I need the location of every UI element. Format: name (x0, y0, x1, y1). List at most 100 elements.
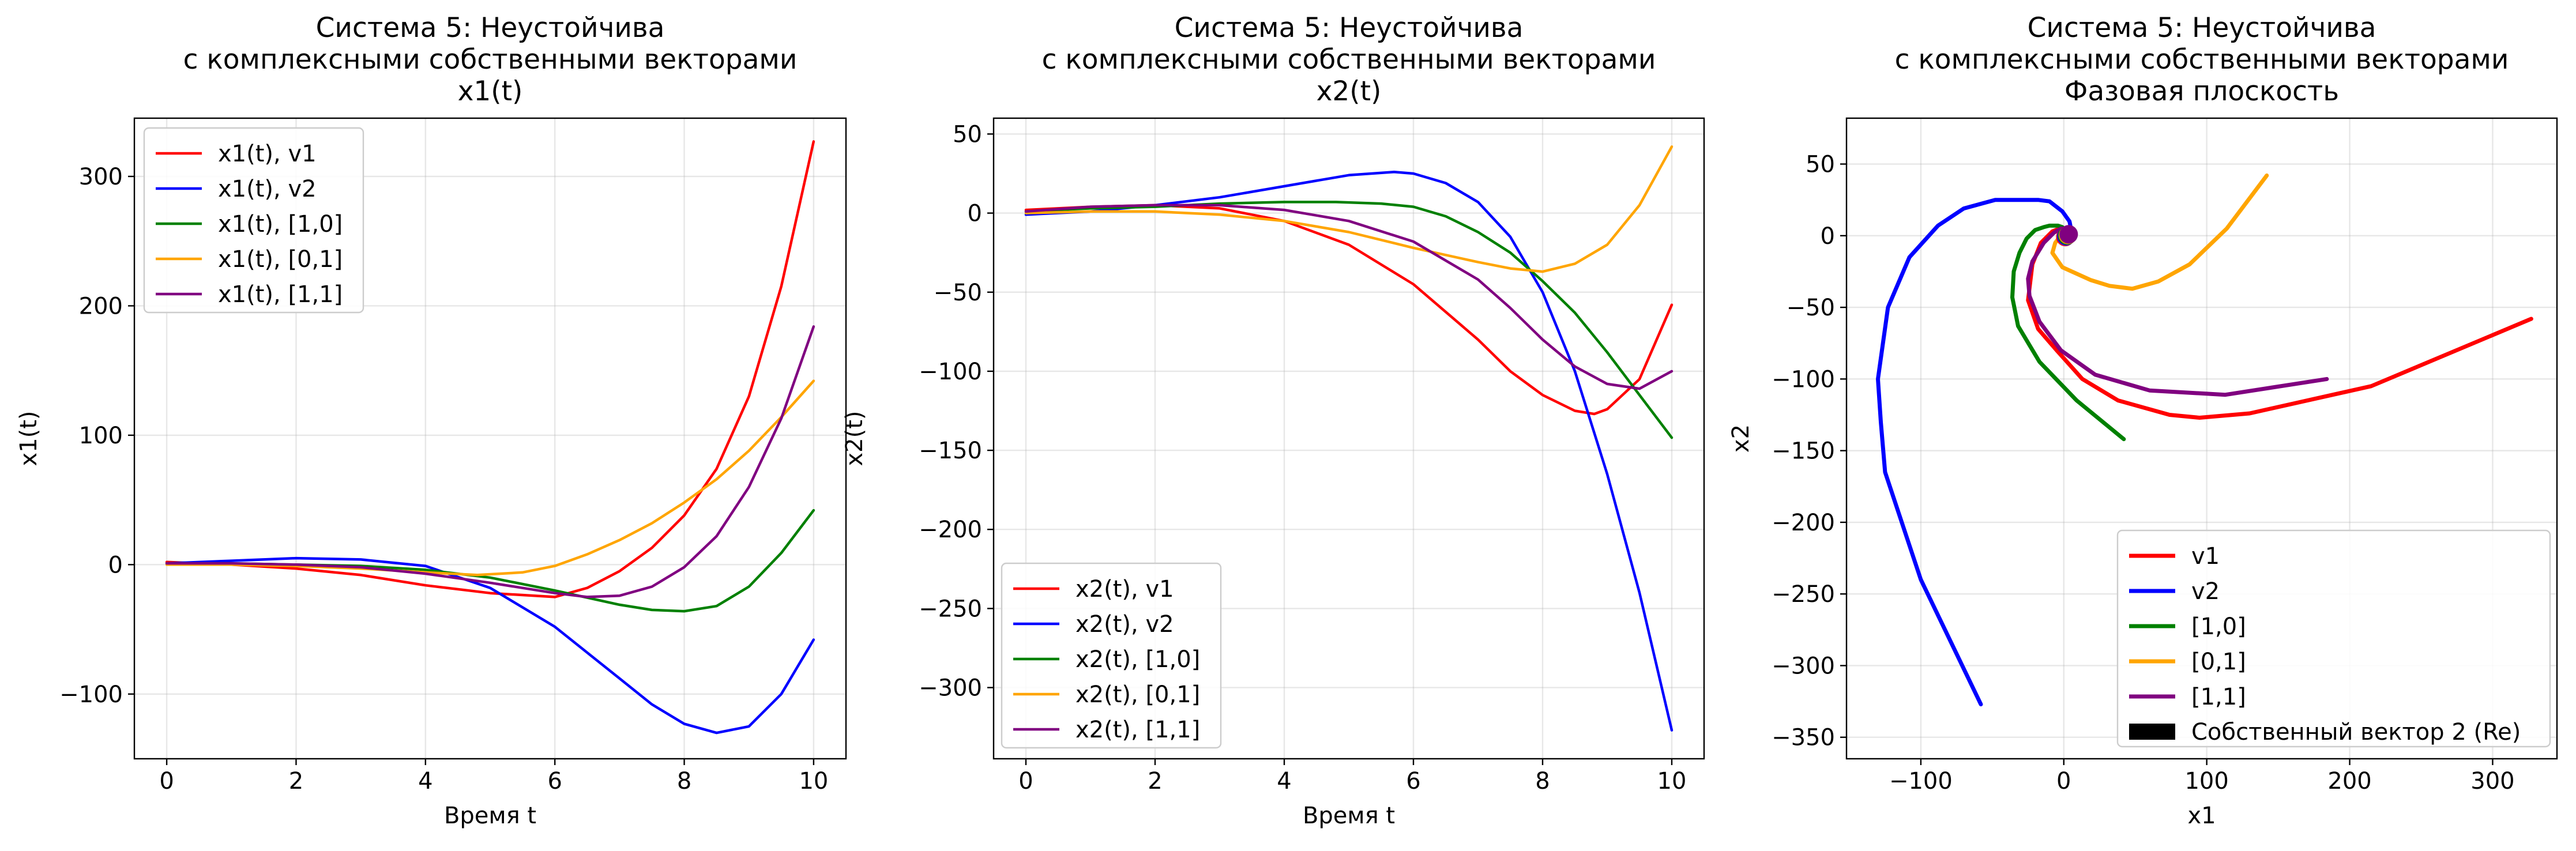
series-line-2 (1024, 171, 1674, 732)
legend-label-2: x2(t), v2 (1075, 611, 1174, 638)
legend: v1 v2 [1,0] [0,1] [1,1] Собственный вектор 2 … (2116, 529, 2551, 748)
x-tick-label: 4 (1277, 768, 1291, 794)
series-line-3 (2010, 223, 2126, 442)
legend-label-4: [0,1] (2191, 649, 2246, 675)
x-tick-label: 10 (799, 768, 828, 794)
legend-label-1: x2(t), v1 (1075, 576, 1174, 603)
chart-title-line-1: Система 5: Неустойчива (316, 12, 665, 44)
chart-title-line-2: с комплексными собственными векторами (1895, 44, 2509, 76)
y-axis-label: x2 (1728, 424, 1754, 453)
legend-swatch-6 (2129, 724, 2175, 740)
y-tick-label: −100 (59, 681, 123, 708)
x-tick-label: 0 (159, 768, 174, 794)
y-tick-label: −250 (1772, 581, 1835, 608)
y-tick-label: 100 (79, 423, 123, 449)
legend-label-3: x2(t), [1,0] (1075, 646, 1200, 673)
x-tick-label: 2 (289, 768, 303, 794)
x-tick-label: 100 (2184, 768, 2228, 794)
series-line-5 (1024, 204, 1674, 390)
legend-label-2: v2 (2191, 578, 2220, 605)
legend-label-5: x1(t), [1,1] (218, 281, 343, 308)
series-group (1876, 173, 2533, 707)
legend: x1(t), v1 x1(t), v2 x1(t), [1,0] x1(t), [0,… (143, 127, 364, 314)
x-tick-label: 8 (677, 768, 691, 794)
x-tick-label: 6 (1406, 768, 1420, 794)
x-tick-label: 0 (1018, 768, 1033, 794)
y-tick-label: −100 (919, 359, 982, 385)
chart-title-line-3: x1(t) (458, 76, 523, 107)
y-tick-label: −300 (1772, 653, 1835, 679)
x-tick-label: 4 (418, 768, 433, 794)
series-group (165, 140, 815, 735)
legend-box (143, 127, 364, 314)
x-tick-label: 8 (1535, 768, 1550, 794)
y-tick-label: 200 (79, 293, 123, 319)
y-tick-label: −200 (919, 517, 982, 543)
y-tick-label: 0 (968, 201, 982, 227)
y-tick-label: −200 (1772, 510, 1835, 536)
x-axis-label: x1 (2187, 803, 2216, 829)
chart-title-line-1: Система 5: Неустойчива (2028, 12, 2376, 44)
legend-label-6: Собственный вектор 2 (Re) (2191, 719, 2521, 745)
legend-box (1001, 562, 1222, 749)
x-tick-label: 300 (2470, 768, 2514, 794)
series-line-2 (1876, 198, 2073, 707)
axes-frame (133, 117, 847, 760)
x-tick-label: 2 (1148, 768, 1162, 794)
y-tick-label: −50 (1787, 295, 1835, 321)
x-axis-label: Время t (444, 803, 536, 829)
legend-label-3: x1(t), [1,0] (218, 211, 343, 238)
chart-title-line-3: x2(t) (1317, 76, 1382, 107)
start-marker (2059, 225, 2078, 244)
chart-title-line-3: Фазовая плоскость (2064, 76, 2339, 107)
y-tick-label: −250 (919, 596, 982, 622)
series-line-2 (165, 556, 815, 735)
series-line-1 (1024, 204, 1674, 416)
legend-label-2: x1(t), v2 (218, 176, 317, 202)
y-axis-label: x2(t) (841, 411, 868, 466)
series-line-4 (1024, 145, 1674, 273)
series-line-4 (165, 379, 815, 577)
y-tick-label: 0 (108, 552, 123, 578)
legend-label-5: [1,1] (2191, 684, 2246, 710)
y-tick-label: −300 (919, 675, 982, 702)
x-tick-label: 200 (2327, 768, 2371, 794)
chart-title-line-2: с комплексными собственными векторами (1042, 44, 1656, 76)
axes-frame (1845, 117, 2558, 760)
chart-panel-1: 0 2 4 6 8 10 −100 0 100 200 300 Время t x1(t) Система… (16, 12, 847, 829)
series-line-3 (1024, 201, 1674, 439)
series-line-1 (165, 140, 815, 598)
y-tick-label: −100 (1772, 366, 1835, 393)
series-line-5 (165, 325, 815, 598)
y-tick-label: 0 (1821, 223, 1835, 250)
x-tick-label: −100 (1889, 768, 1953, 794)
y-tick-label: −50 (934, 280, 982, 306)
chart-title-line-1: Система 5: Неустойчива (1175, 12, 1524, 44)
x-axis-label: Время t (1303, 803, 1395, 829)
series-line-4 (2050, 173, 2269, 291)
legend-label-5: x2(t), [1,1] (1075, 717, 1200, 743)
chart-title-line-2: с комплексными собственными векторами (183, 44, 798, 76)
chart-panel-3: −100 0 100 200 300 −350 −300 −250 −200 −150 −100 −5… (1728, 12, 2558, 829)
y-tick-label: −150 (1772, 438, 1835, 465)
y-tick-label: 50 (1806, 152, 1835, 178)
y-tick-label: −150 (919, 438, 982, 464)
y-axis-label: x1(t) (16, 411, 42, 466)
series-group (1024, 145, 1674, 732)
y-tick-label: 50 (953, 121, 982, 148)
legend-label-4: x1(t), [0,1] (218, 246, 343, 273)
x-tick-label: 10 (1657, 768, 1687, 794)
legend-box (2116, 529, 2551, 748)
legend-label-1: v1 (2191, 543, 2220, 570)
legend-label-1: x1(t), v1 (218, 141, 317, 167)
legend-label-4: x2(t), [0,1] (1075, 681, 1200, 708)
x-tick-label: 0 (2056, 768, 2071, 794)
legend: x2(t), v1 x2(t), v2 x2(t), [1,0] x2(t), [0,… (1001, 562, 1222, 749)
y-tick-label: 300 (79, 164, 123, 190)
y-tick-label: −350 (1772, 725, 1835, 751)
x-tick-label: 6 (547, 768, 562, 794)
axes-frame (992, 117, 1705, 760)
series-line-1 (2026, 226, 2533, 420)
